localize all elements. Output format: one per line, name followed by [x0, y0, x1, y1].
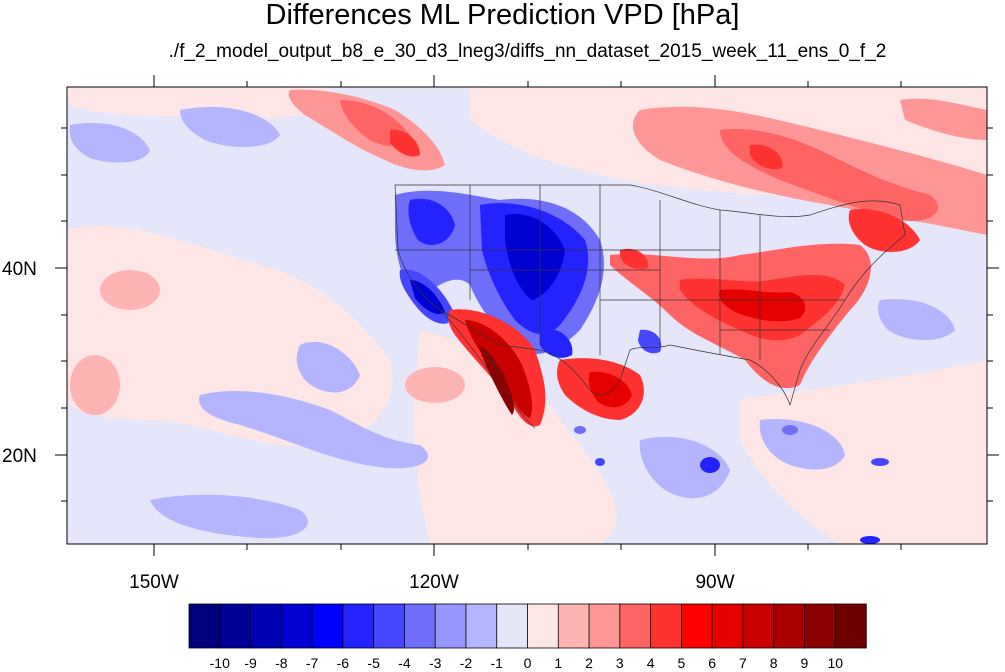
- colorbar-swatch: [373, 603, 406, 649]
- eastern-positive: [610, 98, 987, 389]
- colorbar-swatch: [404, 603, 436, 649]
- colorbar-swatch: [250, 603, 283, 649]
- colorbar-swatch: [219, 603, 252, 649]
- longitude-ticks: [153, 75, 902, 556]
- colorbar-label: 0: [524, 655, 532, 671]
- difference-field: [67, 87, 987, 544]
- colorbar-swatch: [557, 603, 590, 649]
- colorbar-swatch: [680, 603, 713, 649]
- lat-label-20n: 20N: [2, 446, 37, 467]
- colorbar-swatch: [711, 603, 744, 649]
- plot-subtitle: ./f_2_model_output_b8_e_30_d3_lneg3/diff…: [168, 41, 887, 62]
- colorbar-swatch: [188, 603, 221, 649]
- colorbar-swatch: [834, 603, 867, 649]
- colorbar-label: -4: [398, 655, 411, 671]
- colorbar-swatch: [804, 603, 836, 649]
- colorbar-label: -5: [367, 655, 380, 671]
- colorbar-swatch: [496, 603, 529, 649]
- colorbar-label: -1: [491, 655, 504, 671]
- colorbar-swatch: [742, 603, 775, 649]
- mexico-positive: [447, 309, 644, 427]
- colorbar-swatch: [342, 603, 375, 649]
- colorbar-swatch: [619, 603, 652, 649]
- lat-label-40n: 40N: [2, 259, 37, 280]
- colorbar-label: 10: [827, 655, 843, 671]
- colorbar-label: 2: [585, 655, 593, 671]
- colorbar-label: -2: [460, 655, 473, 671]
- colorbar-swatch: [434, 603, 467, 649]
- colorbar-label: 5: [677, 655, 685, 671]
- colorbar-swatch: [527, 603, 559, 649]
- colorbar-label: 4: [647, 655, 655, 671]
- scattered-blobs: [70, 270, 889, 544]
- colorbar-swatch: [311, 603, 344, 649]
- colorbar-label: 1: [554, 655, 562, 671]
- plot-title: Differences ML Prediction VPD [hPa]: [265, 0, 740, 31]
- colorbar-label: -6: [337, 655, 350, 671]
- lon-label-90w: 90W: [695, 572, 734, 593]
- colorbar: -10 -9 -8 -7 -6 -5 -4 -3 -2 -1 0 1 2 3 4 5 6 7 8 9 10: [188, 603, 867, 671]
- light-negative-regions: [69, 106, 955, 539]
- colorbar-swatch: [465, 603, 498, 649]
- lon-label-150w: 150W: [129, 572, 179, 593]
- latitude-ticks: [55, 127, 999, 502]
- colorbar-label: -9: [244, 655, 257, 671]
- colorbar-label: 8: [770, 655, 778, 671]
- colorbar-label: -7: [306, 655, 319, 671]
- pacific-northwest-positive: [288, 89, 445, 171]
- colorbar-label: 9: [801, 655, 809, 671]
- colorbar-label: 7: [739, 655, 747, 671]
- lon-label-120w: 120W: [409, 572, 459, 593]
- colorbar-label: 6: [708, 655, 716, 671]
- colorbar-label: -3: [429, 655, 442, 671]
- colorbar-label: -10: [210, 655, 230, 671]
- colorbar-swatch: [773, 603, 806, 649]
- colorbar-label: 3: [616, 655, 624, 671]
- state-boundaries: [394, 184, 906, 407]
- colorbar-swatch: [280, 603, 313, 649]
- coastline-baja: [439, 309, 536, 429]
- colorbar-swatch: [588, 603, 621, 649]
- colorbar-label: -8: [275, 655, 288, 671]
- colorbar-swatch: [650, 603, 683, 649]
